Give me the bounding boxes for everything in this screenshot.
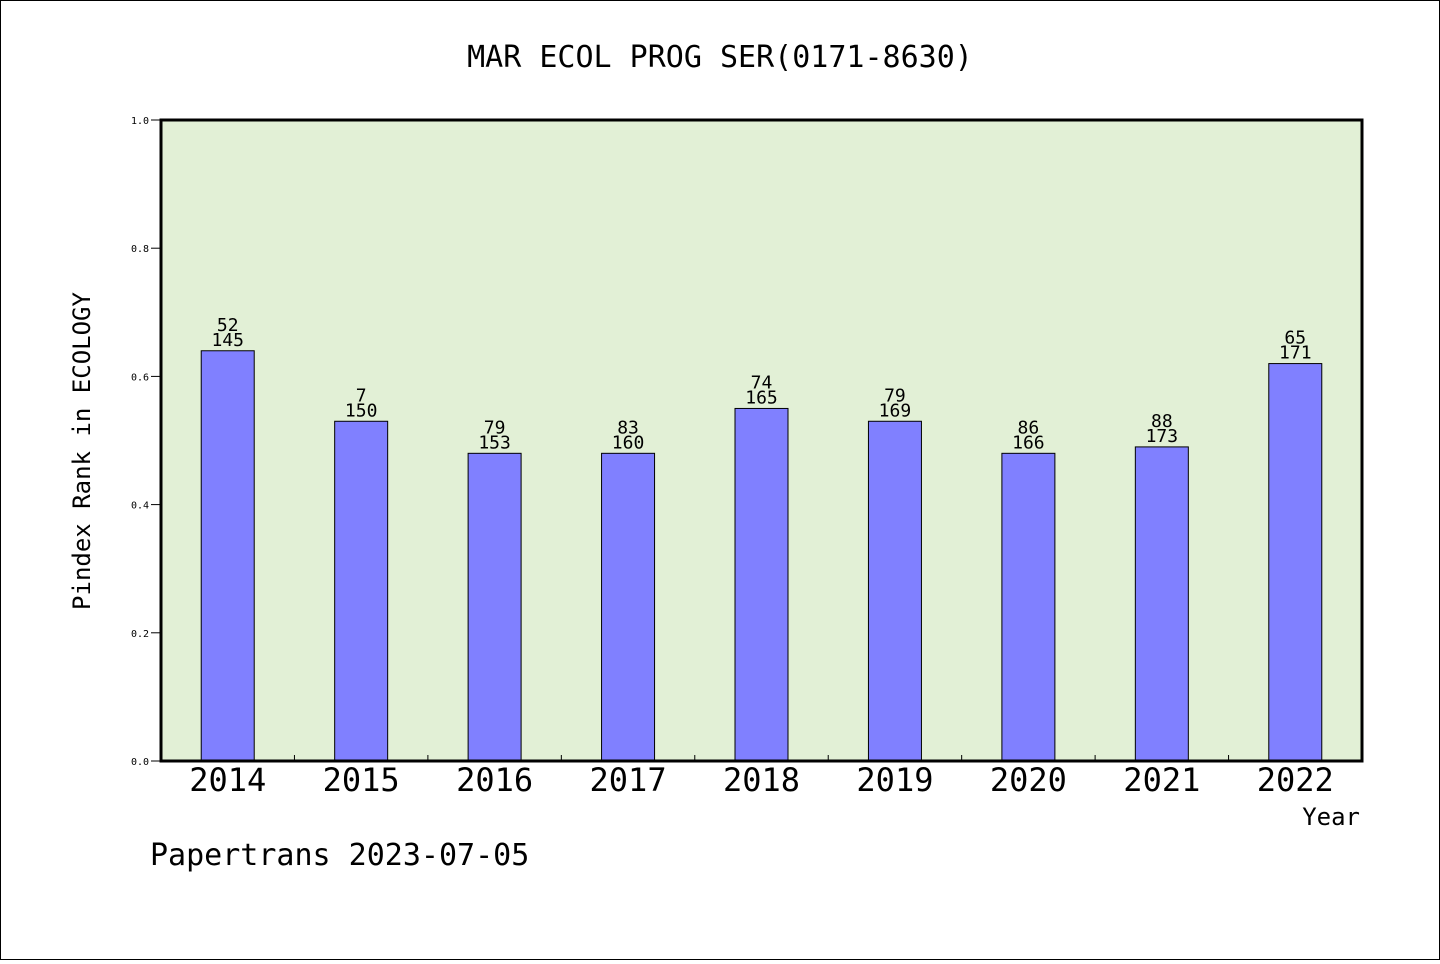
bar-total-label: 171 <box>1279 343 1312 364</box>
bar <box>334 420 389 762</box>
bar-total-label: 145 <box>211 330 244 351</box>
y-axis: 0.0 0.2 0.4 0.6 0.8 1.0 <box>131 116 161 768</box>
bar-total-label: 160 <box>612 432 645 453</box>
x-tick-label: 2014 <box>189 761 266 799</box>
x-tick-label: 2018 <box>723 761 800 799</box>
bar-total-label: 150 <box>345 400 378 421</box>
bar-rank-label: 79 <box>484 417 506 438</box>
bar-total-label: 165 <box>745 387 778 408</box>
x-tick-label: 2019 <box>856 761 933 799</box>
x-tick-label: 2020 <box>990 761 1067 799</box>
x-tick-label: 2015 <box>323 761 400 799</box>
x-tick-label: 2021 <box>1123 761 1200 799</box>
bar-rank-label: 86 <box>1018 417 1040 438</box>
x-tick-label: 2017 <box>590 761 667 799</box>
bar-rank-label: 79 <box>884 385 906 406</box>
y-tick-label: 0.4 <box>131 501 149 512</box>
x-axis: 2014 2015 2016 2017 2018 2019 2020 2021 2022 <box>189 755 1334 799</box>
bar-rank-label: 83 <box>617 417 639 438</box>
y-axis-label: Pindex Rank in ECOLOGY <box>68 292 96 610</box>
x-axis-label: Year <box>1302 803 1360 831</box>
plot-border <box>159 118 1364 763</box>
y-tick-label: 1.0 <box>131 116 149 127</box>
bar-total-label: 173 <box>1146 426 1179 447</box>
y-tick-label: 0.8 <box>131 244 149 255</box>
bar-rank-label: 65 <box>1284 328 1306 349</box>
x-tick-label: 2022 <box>1257 761 1334 799</box>
footer-credit: Papertrans 2023-07-05 <box>150 838 529 873</box>
bar <box>867 420 922 762</box>
bar <box>734 407 789 762</box>
bar <box>1268 363 1323 762</box>
bar <box>467 452 522 762</box>
y-tick-label: 0.6 <box>131 372 149 383</box>
bar-total-label: 153 <box>478 432 511 453</box>
y-tick-label: 0.2 <box>131 629 149 640</box>
bar <box>1134 446 1189 762</box>
chart-title: MAR ECOL PROG SER(0171-8630) <box>467 40 973 75</box>
bar <box>601 452 656 762</box>
y-tick-label: 0.0 <box>131 757 149 768</box>
bar-rank-label: 88 <box>1151 411 1173 432</box>
bar-rank-label: 74 <box>751 372 773 393</box>
bar-total-label: 166 <box>1012 432 1045 453</box>
x-tick-label: 2016 <box>456 761 533 799</box>
bar <box>1001 452 1056 762</box>
bar <box>200 350 255 762</box>
bar-rank-label: 7 <box>356 385 367 406</box>
bar-total-label: 169 <box>879 400 912 421</box>
bar-rank-label: 52 <box>217 315 239 336</box>
